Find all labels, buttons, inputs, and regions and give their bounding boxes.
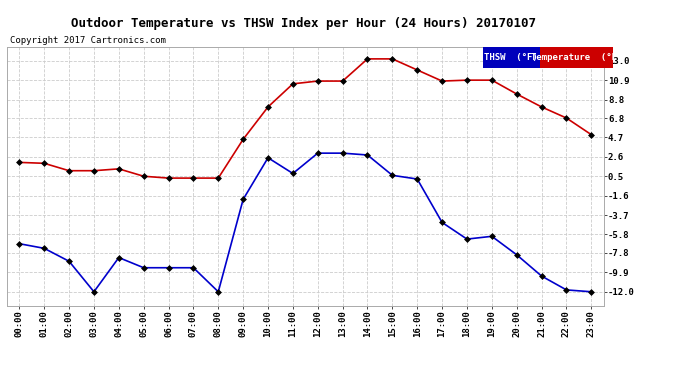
Text: Copyright 2017 Cartronics.com: Copyright 2017 Cartronics.com [10,36,166,45]
Text: THSW  (°F): THSW (°F) [484,53,538,62]
Text: Temperature  (°F): Temperature (°F) [531,53,622,62]
Text: Outdoor Temperature vs THSW Index per Hour (24 Hours) 20170107: Outdoor Temperature vs THSW Index per Ho… [71,17,536,30]
